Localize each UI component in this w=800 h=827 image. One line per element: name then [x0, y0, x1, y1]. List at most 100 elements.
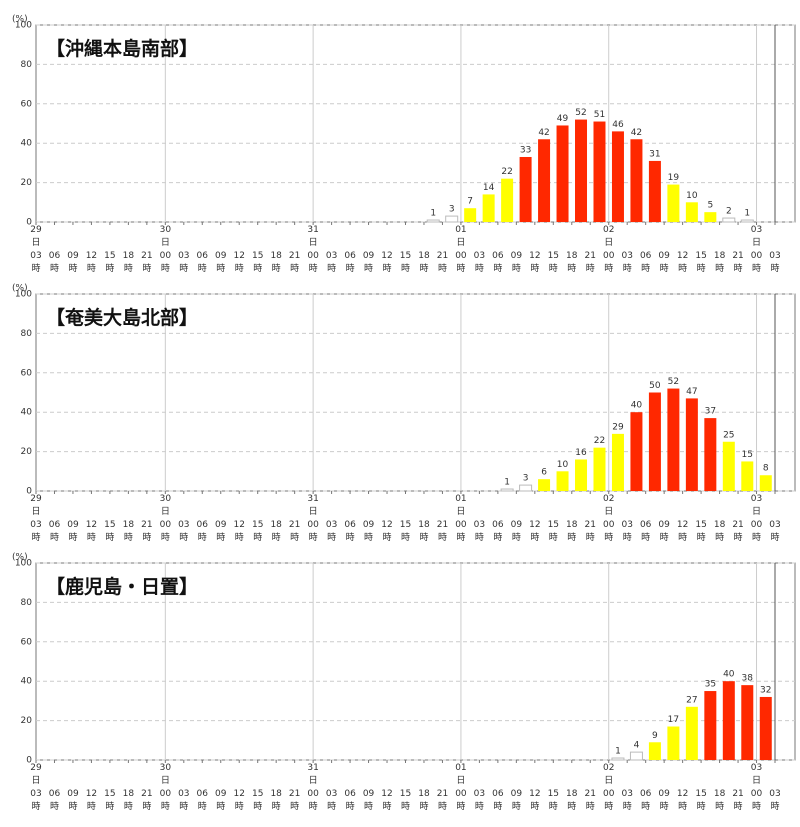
y-tick-label: 60	[21, 637, 33, 647]
x-tick-label: 15 時	[104, 251, 115, 274]
x-tick-label: 06 時	[49, 520, 61, 543]
x-tick-label: 09 時	[215, 251, 227, 274]
value-label: 2	[726, 207, 732, 217]
x-tick-label: 03 時	[621, 789, 632, 812]
x-tick-label: 06 時	[344, 251, 356, 274]
x-tick-label: 15 時	[695, 789, 706, 812]
value-label: 42	[631, 128, 642, 138]
bar	[575, 119, 588, 222]
x-tick-label: 21 時	[732, 789, 743, 812]
x-tick-label: 18 時	[566, 789, 578, 812]
value-label: 40	[631, 401, 643, 411]
x-tick-label: 06 時	[344, 789, 356, 812]
x-tick-label: 06 時	[492, 789, 504, 812]
x-tick-label: 18 時	[123, 520, 135, 543]
x-tick-label: 29 日 03 時	[30, 494, 42, 543]
x-tick-label: 15 時	[400, 251, 411, 274]
value-label: 50	[649, 381, 661, 391]
x-tick-label: 12 時	[381, 789, 392, 812]
bar	[500, 488, 514, 492]
bar	[575, 459, 588, 491]
y-unit: (%)	[12, 553, 28, 563]
bar	[667, 726, 680, 760]
x-tick-label: 15 時	[252, 251, 263, 274]
bar	[593, 447, 606, 491]
x-tick-label: 12 時	[677, 520, 688, 543]
x-tick-label: 18 時	[418, 520, 430, 543]
bar	[501, 178, 514, 222]
value-label: 52	[575, 108, 586, 118]
x-tick-label: 15 時	[548, 520, 559, 543]
y-tick-label: 80	[21, 60, 33, 70]
x-tick-label: 21 時	[437, 520, 448, 543]
x-tick-label: 30 日 00 時	[160, 225, 172, 274]
x-tick-label: 03 時	[474, 251, 485, 274]
x-tick-label: 06 時	[640, 789, 652, 812]
bar	[629, 751, 643, 761]
bar	[519, 156, 532, 222]
bar	[611, 131, 624, 222]
bar	[426, 219, 440, 223]
x-tick-label: 09 時	[511, 520, 523, 543]
x-tick-label: 03 時	[769, 520, 780, 543]
y-tick-label: 80	[21, 329, 33, 339]
bar	[519, 484, 533, 492]
x-tick-label: 03 時	[474, 789, 485, 812]
x-tick-label: 09 時	[658, 251, 670, 274]
value-label: 15	[742, 450, 753, 460]
bar	[722, 217, 736, 223]
bar	[759, 475, 772, 491]
x-tick-label: 15 時	[548, 251, 559, 274]
bar	[685, 202, 698, 222]
value-label: 52	[668, 377, 679, 387]
x-tick-label: 12 時	[677, 789, 688, 812]
x-tick-label: 12 時	[381, 520, 392, 543]
x-tick-label: 03 時	[769, 251, 780, 274]
x-tick-label: 02 日 00 時	[603, 494, 615, 543]
bar	[445, 215, 459, 223]
bar	[556, 471, 569, 491]
value-label: 6	[541, 468, 547, 478]
bar	[538, 479, 551, 491]
value-label: 1	[744, 209, 750, 219]
bar	[704, 418, 717, 491]
value-label: 22	[594, 436, 605, 446]
x-tick-label: 18 時	[123, 251, 135, 274]
x-tick-label: 21 時	[732, 251, 743, 274]
value-label: 27	[686, 695, 697, 705]
y-tick-label: 100	[15, 290, 32, 300]
x-tick-label: 06 時	[640, 251, 652, 274]
x-tick-label: 06 時	[640, 520, 652, 543]
x-tick-label: 18 時	[714, 251, 726, 274]
x-tick-label: 15 時	[400, 789, 411, 812]
y-tick-label: 20	[21, 178, 33, 188]
bar	[704, 212, 717, 222]
value-label: 1	[504, 478, 510, 488]
x-tick-label: 03 時	[178, 789, 189, 812]
x-tick-label: 15 時	[252, 520, 263, 543]
value-label: 38	[742, 674, 754, 684]
x-tick-label: 03 日 00 時	[751, 494, 763, 543]
y-tick-label: 40	[21, 408, 33, 418]
x-tick-label: 21 時	[732, 520, 743, 543]
bar	[722, 681, 735, 760]
x-tick-label: 30 日 00 時	[160, 763, 172, 812]
x-tick-label: 18 時	[418, 251, 430, 274]
y-tick-label: 60	[21, 99, 33, 109]
x-tick-label: 02 日 00 時	[603, 763, 615, 812]
x-tick-label: 06 時	[344, 520, 356, 543]
y-tick-label: 80	[21, 598, 33, 608]
x-tick-label: 12 時	[381, 251, 392, 274]
bar	[648, 392, 661, 491]
x-tick-label: 18 時	[270, 520, 282, 543]
bar	[667, 388, 680, 491]
x-tick-label: 15 時	[695, 251, 706, 274]
x-tick-label: 03 時	[621, 251, 632, 274]
x-tick-label: 06 時	[197, 251, 209, 274]
x-tick-label: 31 日 00 時	[307, 763, 319, 812]
x-tick-label: 01 日 00 時	[455, 763, 467, 812]
x-tick-label: 18 時	[123, 789, 135, 812]
bar	[740, 219, 754, 223]
value-label: 42	[538, 128, 549, 138]
x-tick-label: 06 時	[49, 251, 61, 274]
